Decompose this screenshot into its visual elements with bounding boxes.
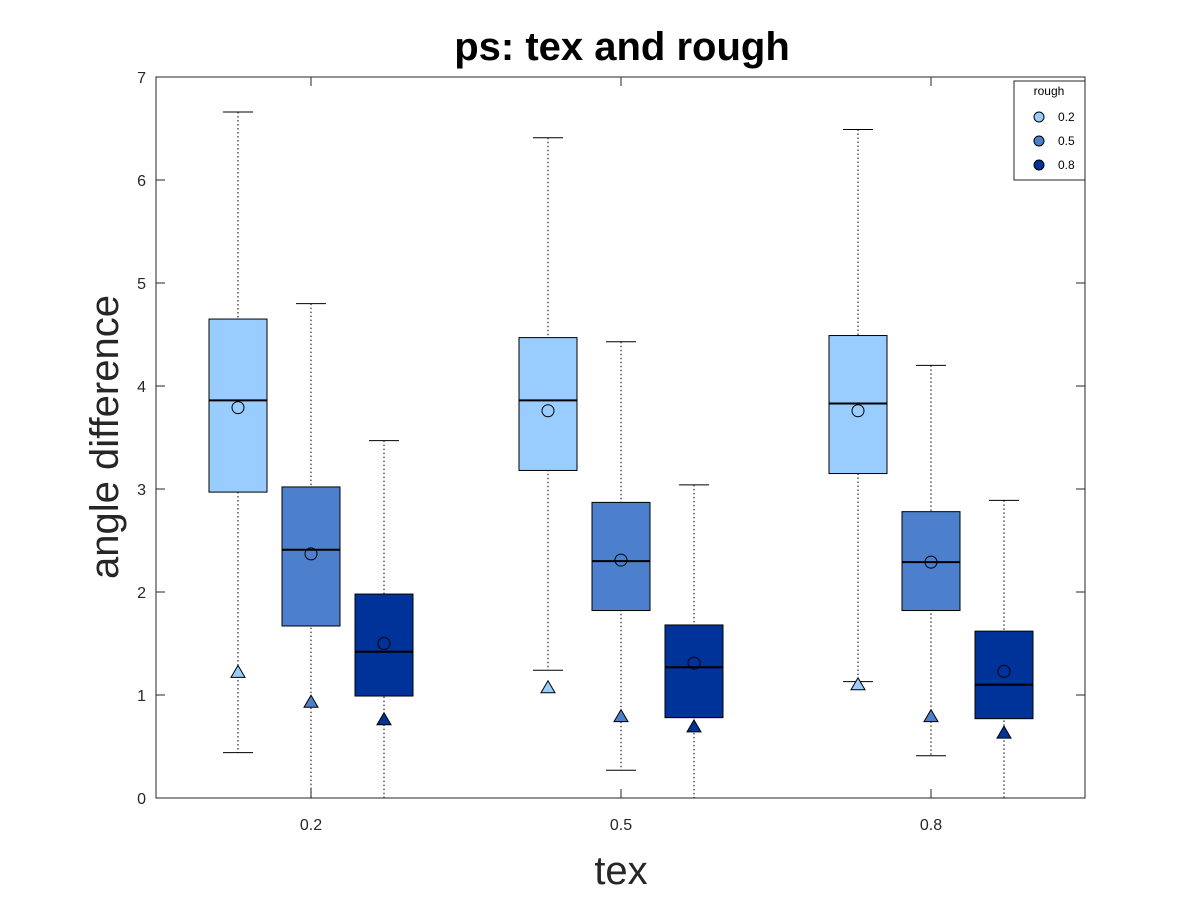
box-body xyxy=(281,486,341,627)
x-tick-label-0: 0.2 xyxy=(300,817,322,834)
box-1-0 xyxy=(281,303,341,799)
mean-marker xyxy=(541,404,555,418)
mean-marker xyxy=(687,656,701,670)
y-axis-label: angle difference xyxy=(83,295,127,579)
triangle-marker xyxy=(613,708,629,723)
triangle-marker xyxy=(996,725,1012,739)
box-body xyxy=(901,511,961,612)
box-2-0 xyxy=(354,440,414,799)
legend-label-0: 0.2 xyxy=(1058,110,1075,124)
y-tick-label-6: 6 xyxy=(137,173,146,190)
mean-marker xyxy=(304,547,318,561)
box-0-1 xyxy=(518,137,578,694)
triangle-marker xyxy=(376,711,392,726)
triangle-marker xyxy=(303,694,319,708)
box-body xyxy=(664,624,724,719)
y-tick-label-2: 2 xyxy=(137,585,146,602)
legend-title: rough xyxy=(1034,84,1065,98)
legend-swatch-1 xyxy=(1033,135,1045,147)
y-tick-label-3: 3 xyxy=(137,482,146,499)
mean-marker xyxy=(997,664,1011,678)
triangle-marker xyxy=(686,718,702,733)
mean-marker xyxy=(851,404,865,418)
box-0-2 xyxy=(828,129,888,691)
box-body xyxy=(591,501,651,612)
legend-swatch-0 xyxy=(1033,111,1045,123)
box-1-1 xyxy=(591,341,651,771)
box-2-1 xyxy=(664,484,724,799)
legend: rough 0.2 0.5 0.8 xyxy=(1013,80,1086,181)
y-tick-label-0: 0 xyxy=(137,791,146,808)
mean-marker xyxy=(924,555,938,569)
legend-box xyxy=(1013,80,1086,181)
mean-marker xyxy=(614,553,628,567)
box-body xyxy=(354,593,414,697)
x-tick-label-1: 0.5 xyxy=(610,817,632,834)
chart-title: ps: tex and rough xyxy=(454,25,790,69)
box-body xyxy=(974,630,1034,720)
box-body xyxy=(518,337,578,471)
x-axis-label: tex xyxy=(594,849,647,893)
legend-label-2: 0.8 xyxy=(1058,158,1075,172)
legend-label-1: 0.5 xyxy=(1058,134,1075,148)
box-2-2 xyxy=(974,499,1034,799)
triangle-marker xyxy=(540,679,556,694)
y-tick-label-5: 5 xyxy=(137,276,146,293)
mean-marker xyxy=(377,637,391,650)
y-tick-label-1: 1 xyxy=(137,688,146,705)
axes-frame xyxy=(155,76,1086,799)
mean-marker xyxy=(231,401,245,415)
y-tick-label-7: 7 xyxy=(137,70,146,87)
plot-area: 0 1 2 3 4 5 6 7 0.2 0.5 0.8 xyxy=(137,70,1085,834)
triangle-marker xyxy=(230,664,246,678)
box-0-0 xyxy=(208,111,268,754)
legend-swatch-2 xyxy=(1033,159,1045,171)
box-1-2 xyxy=(901,364,961,757)
triangle-marker xyxy=(850,676,866,691)
x-tick-label-2: 0.8 xyxy=(920,817,942,834)
triangle-marker xyxy=(923,708,939,723)
box-body xyxy=(208,318,268,493)
y-tick-label-4: 4 xyxy=(137,379,146,396)
